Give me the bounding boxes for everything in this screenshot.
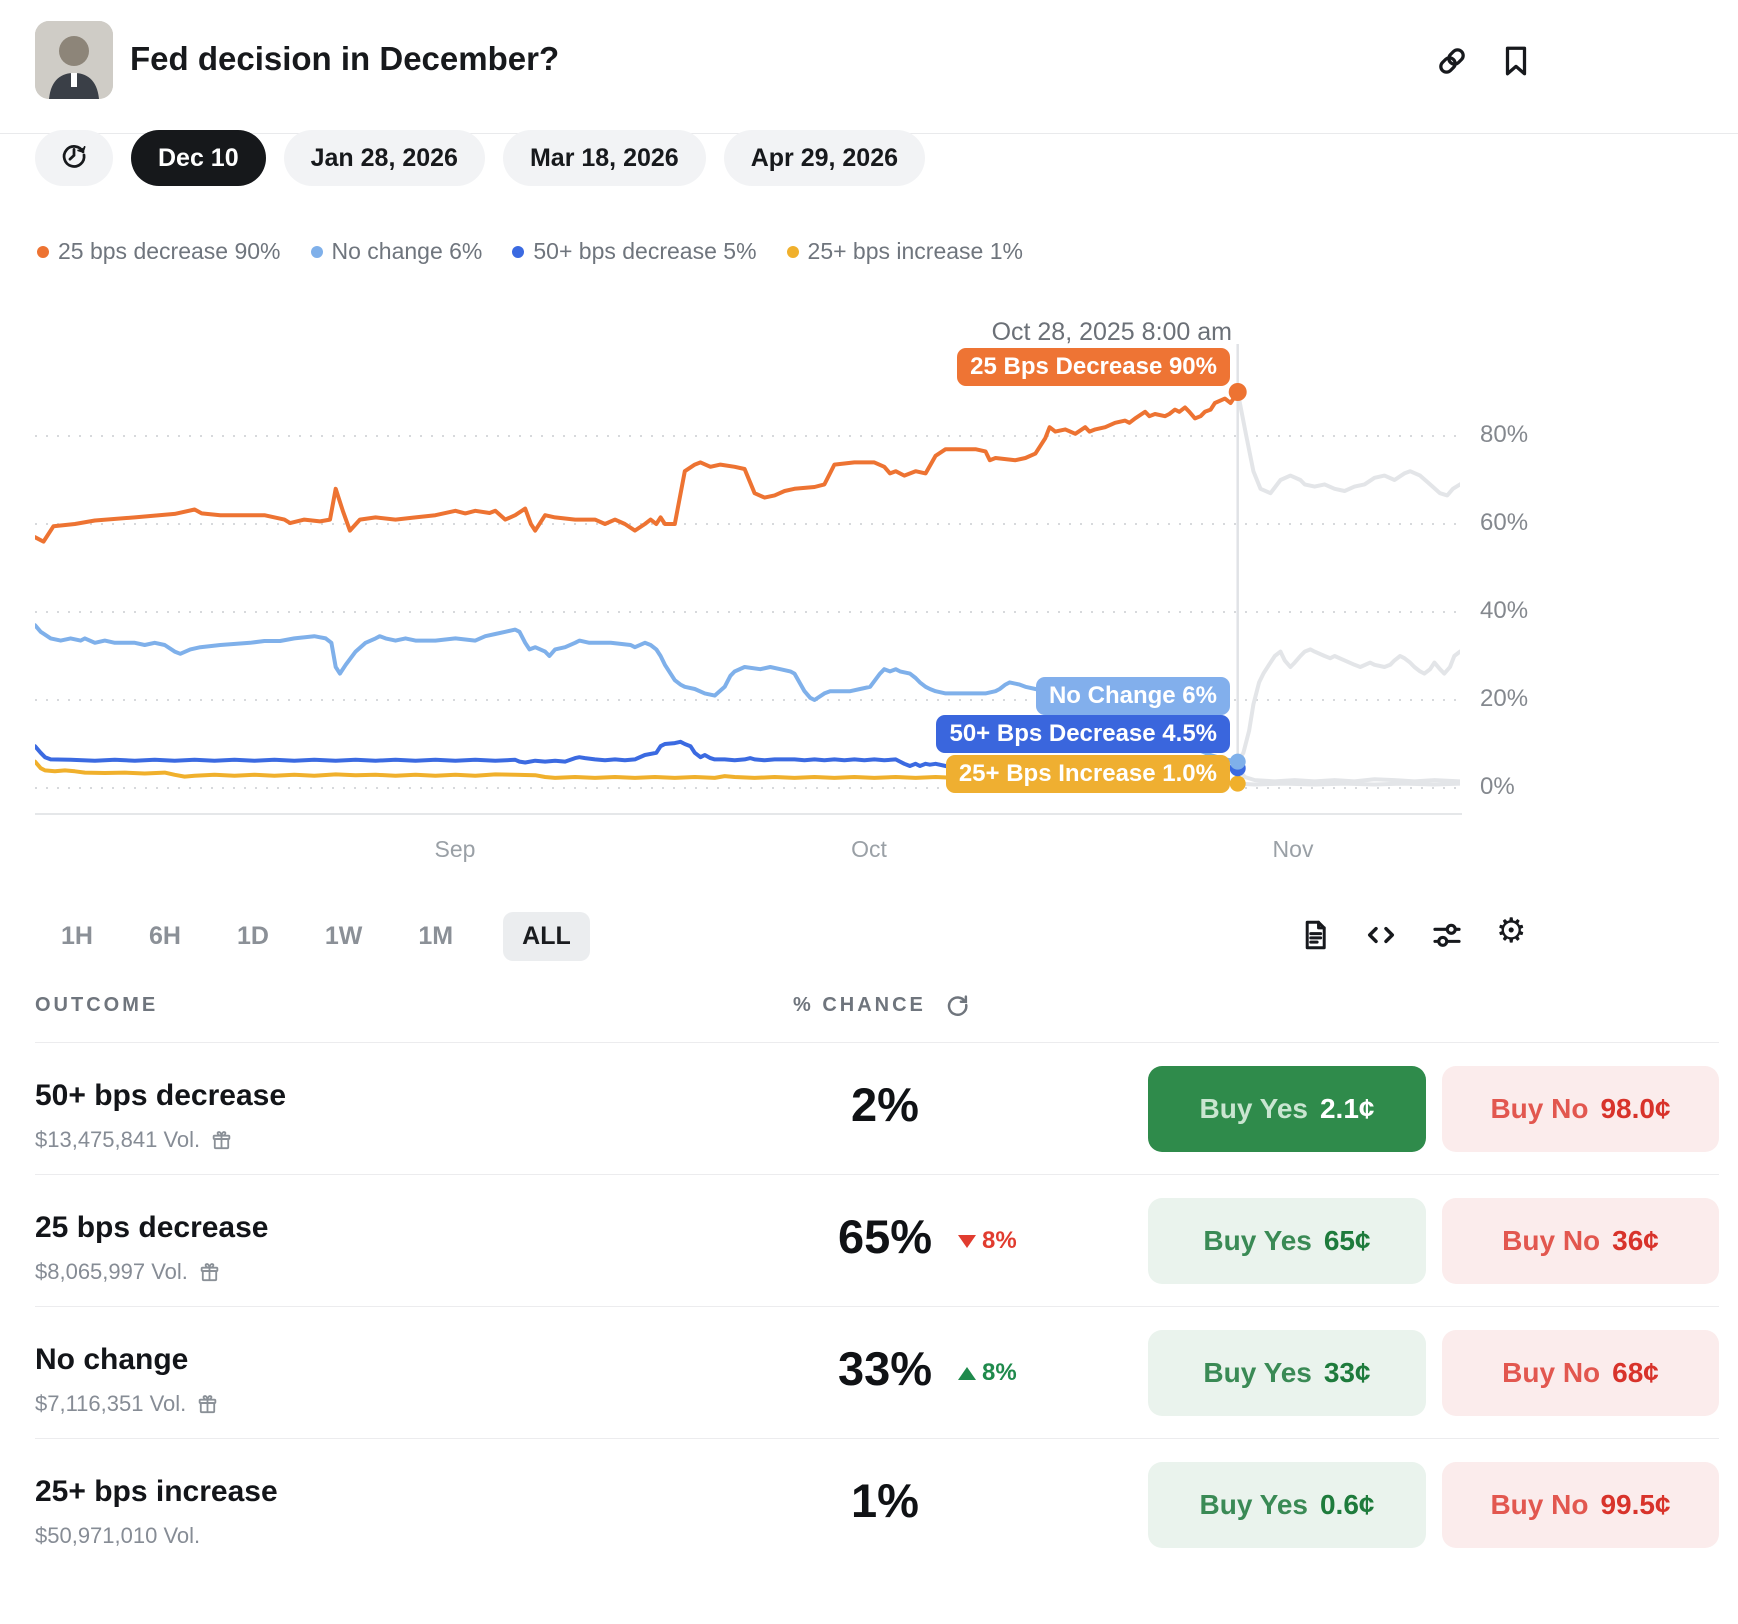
range-1h[interactable]: 1H [61,922,93,950]
outcome-volume: $50,971,010 Vol. [35,1523,201,1548]
change-indicator-down: 8% [958,1227,1017,1255]
y-tick-40: 40% [1480,597,1529,624]
table-divider [35,1042,1719,1043]
outcome-row-50-bps-decrease: 50+ bps decrease $13,475,841 Vol. 2% Buy… [0,1043,1738,1175]
tooltip-badge-25-bps-decrease: 25 Bps Decrease 90% [957,348,1230,386]
legend-dot-orange [37,245,49,258]
legend-dot-lightblue [310,245,323,258]
legend-dot-yellow [786,245,799,258]
legend-item-no-change[interactable]: No change 6% [310,238,482,265]
buy-no-button[interactable]: Buy No 68¢ [1442,1330,1719,1416]
row-divider [35,1174,1719,1175]
refresh-icon[interactable] [943,991,971,1019]
range-1m[interactable]: 1M [418,922,454,950]
buy-yes-button[interactable]: Buy Yes 65¢ [1148,1198,1426,1284]
buy-no-button[interactable]: Buy No 98.0¢ [1442,1066,1719,1152]
row-divider [35,1306,1719,1307]
x-tick-oct: Oct [851,836,887,862]
gift-icon[interactable] [196,1393,219,1416]
outcome-header: OUTCOME [35,994,159,1016]
outcome-name: 25 bps decrease [35,1211,269,1244]
outcome-name: 25+ bps increase [35,1475,278,1508]
y-tick-80: 80% [1480,421,1529,448]
chance-header: % CHANCE [793,994,926,1016]
outcome-volume: $7,116,351 Vol. [35,1391,219,1417]
triangle-down-icon [958,1234,976,1248]
date-tab-apr-29[interactable]: Apr 29, 2026 [723,130,926,186]
gift-icon[interactable] [210,1129,233,1152]
range-6h[interactable]: 6H [148,922,181,950]
market-avatar [35,21,113,99]
y-tick-20: 20% [1480,685,1529,712]
chart-legend: 25 bps decrease 90% No change 6% 50+ bps… [37,238,1023,265]
y-tick-60: 60% [1480,509,1529,536]
sliders-icon[interactable] [1430,918,1464,952]
price-chart[interactable] [33,296,1462,836]
tooltip-badge-no-change: No Change 6% [1035,677,1230,715]
outcome-volume: $8,065,997 Vol. [35,1259,221,1285]
chance-value: 33% [837,1342,933,1395]
bookmark-icon[interactable] [1499,44,1533,78]
legend-item-25-bps-decrease[interactable]: 25 bps decrease 90% [37,238,281,265]
outcome-row-25-bps-decrease: 25 bps decrease $8,065,997 Vol. 65% 8% B… [0,1175,1738,1307]
chance-value: 2% [851,1078,919,1131]
code-icon[interactable] [1364,918,1398,952]
change-indicator-up: 8% [958,1359,1017,1387]
gear-icon[interactable]: ⚙ [1496,912,1527,950]
chart-axis-line [35,813,1462,815]
x-tick-nov: Nov [1272,836,1314,862]
buy-yes-button[interactable]: Buy Yes 33¢ [1148,1330,1426,1416]
outcome-row-no-change: No change $7,116,351 Vol. 33% 8% Buy Yes… [0,1307,1738,1439]
date-tab-mar-18[interactable]: Mar 18, 2026 [502,130,706,186]
date-tab-jan-28[interactable]: Jan 28, 2026 [283,130,485,186]
legend-item-50-bps-decrease[interactable]: 50+ bps decrease 5% [512,238,757,265]
chance-value: 65% [837,1210,933,1263]
triangle-up-icon [958,1366,976,1380]
gift-icon[interactable] [198,1261,221,1284]
chance-value: 1% [851,1474,919,1527]
page-title: Fed decision in December? [130,40,560,77]
buy-no-button[interactable]: Buy No 36¢ [1442,1198,1719,1284]
tooltip-badge-25-bps-increase: 25+ Bps Increase 1.0% [945,755,1230,793]
history-icon [59,140,89,177]
row-divider [35,1438,1719,1439]
date-tabs: Dec 10 Jan 28, 2026 Mar 18, 2026 Apr 29,… [35,130,926,186]
range-1d[interactable]: 1D [236,922,269,950]
outcome-row-25-bps-increase: 25+ bps increase $50,971,010 Vol. 1% Buy… [0,1439,1738,1571]
outcome-volume: $13,475,841 Vol. [35,1127,233,1153]
legend-dot-blue [512,245,525,258]
time-range-tabs: 1H 6H 1D 1W 1M ALL [55,912,590,961]
x-tick-sep: Sep [434,836,476,862]
range-1w[interactable]: 1W [324,922,363,950]
outcome-name: No change [35,1343,189,1376]
outcome-name: 50+ bps decrease [35,1079,287,1112]
buy-no-button[interactable]: Buy No 99.5¢ [1442,1462,1719,1548]
date-tab-dec-10[interactable]: Dec 10 [131,130,266,186]
link-icon[interactable] [1435,44,1469,78]
tooltip-badge-50-bps-decrease: 50+ Bps Decrease 4.5% [936,715,1230,753]
range-all[interactable]: ALL [503,912,590,961]
buy-yes-button[interactable]: Buy Yes 0.6¢ [1148,1462,1426,1548]
document-icon[interactable] [1298,918,1332,952]
history-icon-button[interactable] [35,130,113,186]
y-tick-0: 0% [1480,773,1515,800]
legend-item-25-bps-increase[interactable]: 25+ bps increase 1% [786,238,1023,265]
buy-yes-button[interactable]: Buy Yes 2.1¢ [1148,1066,1426,1152]
tooltip-date: Oct 28, 2025 8:00 am [991,318,1232,346]
